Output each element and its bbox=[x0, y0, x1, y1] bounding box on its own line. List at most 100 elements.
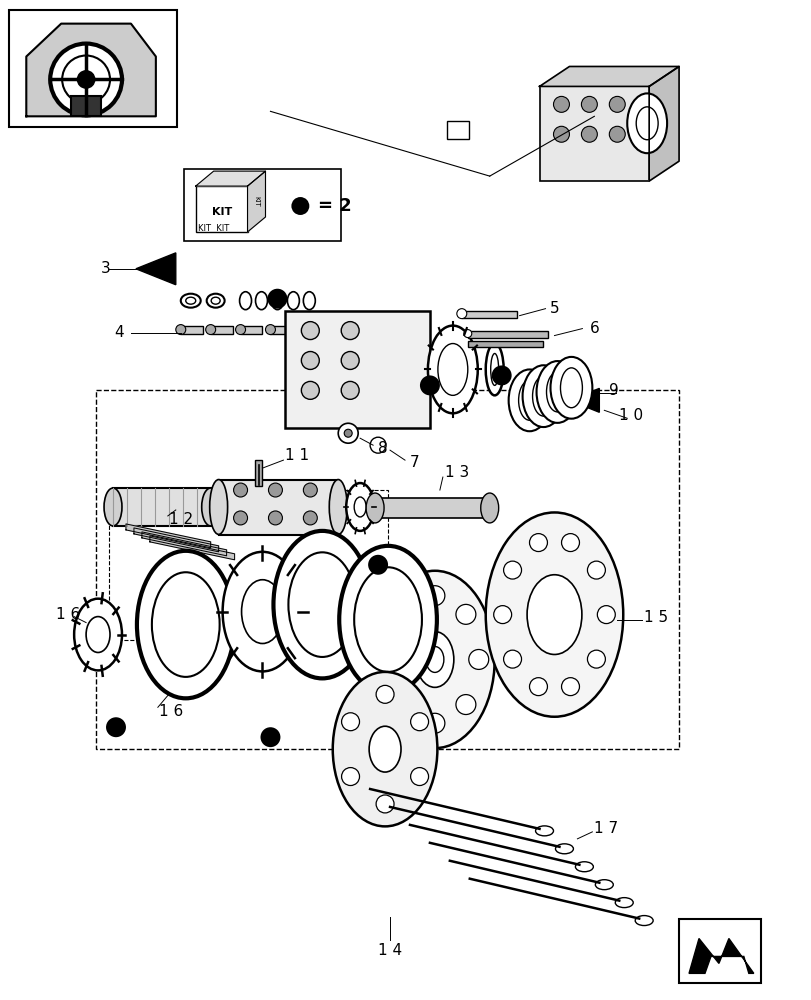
Ellipse shape bbox=[211, 297, 220, 304]
Ellipse shape bbox=[181, 294, 200, 308]
Ellipse shape bbox=[62, 56, 109, 103]
Ellipse shape bbox=[375, 571, 494, 748]
Text: KIT: KIT bbox=[211, 207, 231, 217]
Circle shape bbox=[456, 604, 475, 624]
Ellipse shape bbox=[288, 552, 356, 657]
Circle shape bbox=[235, 325, 245, 335]
Circle shape bbox=[301, 352, 319, 369]
Bar bbox=[96, 390, 678, 749]
Bar bbox=[181, 326, 203, 334]
Bar bbox=[240, 326, 262, 334]
Ellipse shape bbox=[241, 580, 283, 644]
Circle shape bbox=[341, 381, 358, 399]
Bar bbox=[254, 460, 262, 486]
Ellipse shape bbox=[626, 93, 667, 153]
Bar bbox=[375, 498, 484, 518]
Circle shape bbox=[375, 685, 393, 703]
Text: 1 3: 1 3 bbox=[444, 465, 469, 480]
Circle shape bbox=[456, 695, 475, 715]
Text: 1 5: 1 5 bbox=[643, 610, 667, 625]
Ellipse shape bbox=[333, 672, 437, 826]
Circle shape bbox=[586, 650, 605, 668]
Polygon shape bbox=[142, 532, 226, 556]
Ellipse shape bbox=[86, 617, 109, 652]
Ellipse shape bbox=[186, 297, 195, 304]
Circle shape bbox=[303, 511, 317, 525]
Circle shape bbox=[341, 713, 359, 731]
Polygon shape bbox=[195, 171, 265, 186]
Ellipse shape bbox=[209, 480, 227, 534]
Circle shape bbox=[234, 483, 247, 497]
Ellipse shape bbox=[490, 354, 498, 385]
Polygon shape bbox=[247, 171, 265, 232]
Polygon shape bbox=[689, 938, 753, 973]
Text: 8: 8 bbox=[378, 441, 388, 456]
Circle shape bbox=[410, 768, 428, 786]
Ellipse shape bbox=[273, 531, 371, 678]
Circle shape bbox=[365, 779, 384, 799]
Bar bbox=[210, 326, 232, 334]
Ellipse shape bbox=[426, 646, 444, 672]
Ellipse shape bbox=[222, 552, 302, 671]
Ellipse shape bbox=[366, 493, 384, 523]
Circle shape bbox=[267, 289, 287, 309]
Circle shape bbox=[529, 534, 547, 552]
Bar bbox=[678, 919, 760, 983]
Text: 1 6: 1 6 bbox=[56, 607, 80, 622]
Circle shape bbox=[581, 96, 597, 112]
Ellipse shape bbox=[345, 483, 374, 531]
Bar bbox=[461, 311, 516, 318]
Polygon shape bbox=[126, 524, 210, 548]
Ellipse shape bbox=[255, 292, 267, 310]
Text: 3: 3 bbox=[101, 261, 111, 276]
Circle shape bbox=[393, 604, 414, 624]
Circle shape bbox=[367, 555, 388, 575]
Circle shape bbox=[303, 483, 317, 497]
Ellipse shape bbox=[437, 344, 467, 395]
Bar bbox=[183, 169, 341, 241]
Circle shape bbox=[341, 322, 358, 340]
Ellipse shape bbox=[137, 551, 234, 698]
Polygon shape bbox=[134, 528, 218, 552]
Ellipse shape bbox=[522, 365, 564, 427]
Circle shape bbox=[205, 325, 216, 335]
Text: 4: 4 bbox=[114, 325, 123, 340]
Polygon shape bbox=[135, 253, 175, 285]
Text: 7: 7 bbox=[410, 455, 419, 470]
Circle shape bbox=[468, 649, 488, 669]
Ellipse shape bbox=[536, 361, 577, 423]
Circle shape bbox=[424, 713, 444, 733]
Circle shape bbox=[529, 678, 547, 696]
Bar bbox=[270, 326, 292, 334]
Circle shape bbox=[410, 713, 428, 731]
Circle shape bbox=[597, 606, 615, 624]
Ellipse shape bbox=[555, 844, 573, 854]
Text: 5: 5 bbox=[549, 301, 559, 316]
Ellipse shape bbox=[207, 294, 225, 308]
Circle shape bbox=[457, 309, 466, 319]
Bar bbox=[195, 186, 247, 232]
Ellipse shape bbox=[550, 357, 592, 419]
Polygon shape bbox=[539, 66, 678, 86]
Bar bbox=[218, 480, 338, 535]
Circle shape bbox=[291, 197, 309, 215]
Ellipse shape bbox=[354, 567, 422, 672]
Circle shape bbox=[586, 561, 605, 579]
Ellipse shape bbox=[615, 898, 633, 908]
Text: 9: 9 bbox=[608, 383, 618, 398]
Ellipse shape bbox=[339, 546, 436, 693]
Bar bbox=[113, 488, 210, 526]
Ellipse shape bbox=[636, 107, 658, 140]
Circle shape bbox=[608, 96, 624, 112]
Ellipse shape bbox=[480, 493, 498, 523]
Circle shape bbox=[375, 795, 393, 813]
Circle shape bbox=[234, 511, 247, 525]
Text: 1 4: 1 4 bbox=[378, 943, 401, 958]
Text: 1 7: 1 7 bbox=[594, 821, 618, 836]
Circle shape bbox=[106, 717, 126, 737]
Ellipse shape bbox=[415, 632, 453, 687]
Circle shape bbox=[503, 561, 521, 579]
Bar bbox=[109, 490, 388, 640]
Text: 1 6: 1 6 bbox=[159, 704, 182, 719]
Text: 1 0: 1 0 bbox=[619, 408, 642, 423]
